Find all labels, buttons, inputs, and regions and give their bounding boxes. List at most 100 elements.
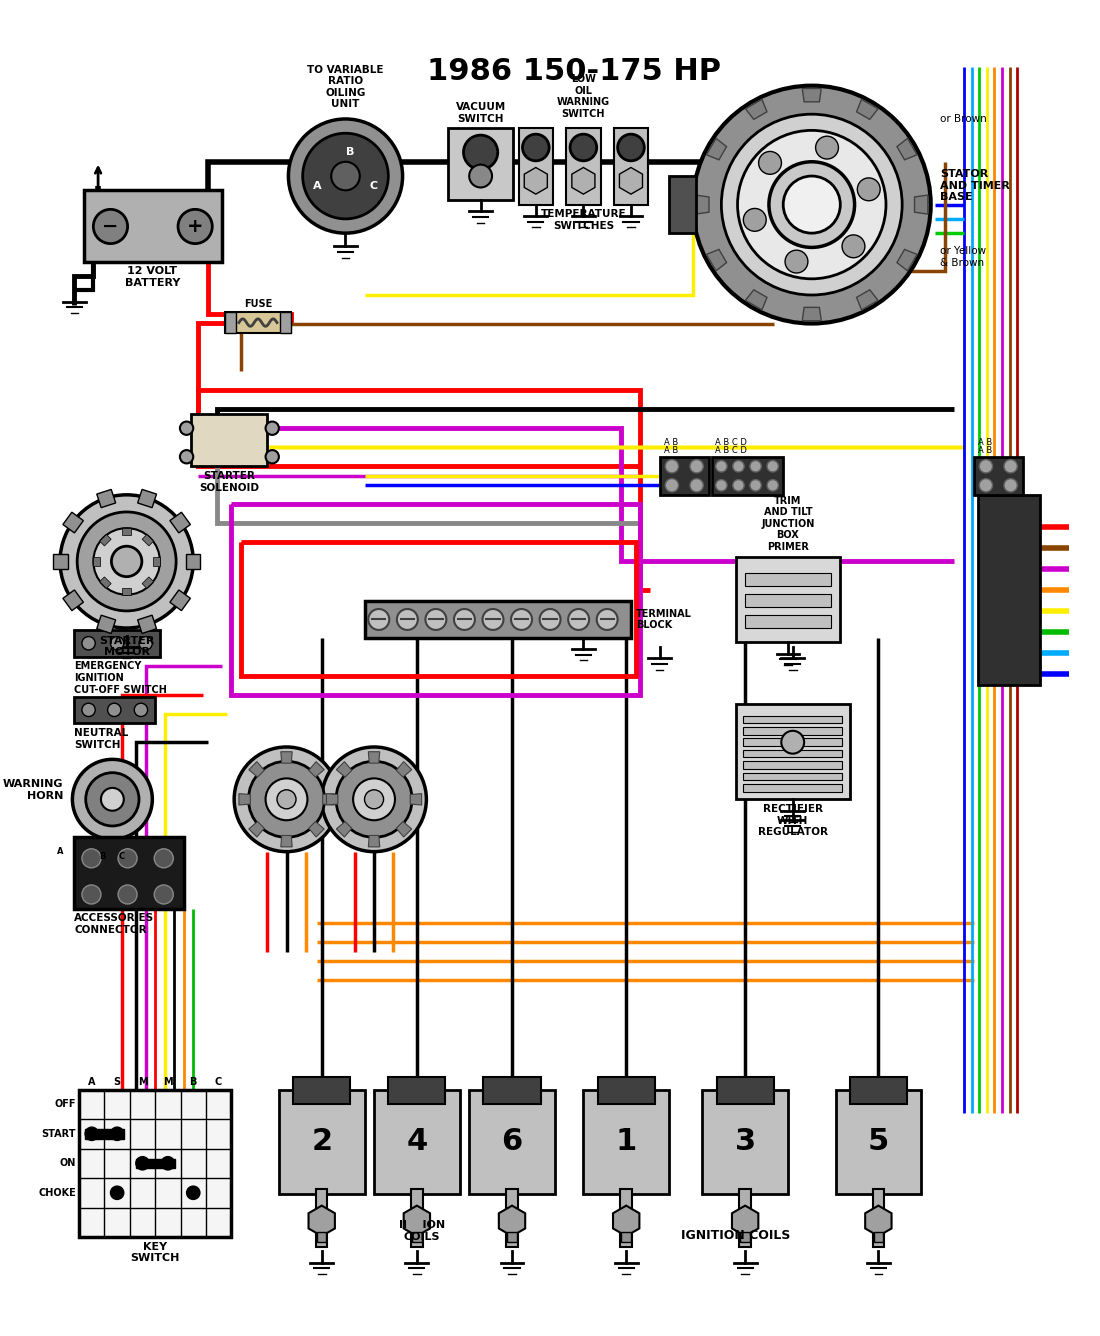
Polygon shape — [746, 99, 767, 119]
Text: 4: 4 — [406, 1128, 428, 1157]
Text: TERMINAL
BLOCK: TERMINAL BLOCK — [636, 609, 692, 631]
Text: STARTER
SOLENOID: STARTER SOLENOID — [199, 472, 260, 493]
Polygon shape — [695, 195, 710, 214]
Circle shape — [321, 747, 427, 851]
Circle shape — [108, 703, 121, 716]
Bar — [660, 457, 710, 494]
Circle shape — [979, 460, 992, 473]
Text: −: − — [102, 216, 119, 236]
Text: A B: A B — [664, 438, 679, 448]
Text: NEUTRAL
SWITCH: NEUTRAL SWITCH — [75, 728, 129, 749]
Polygon shape — [410, 794, 421, 806]
Text: EMERGENCY
IGNITION
CUT-OFF SWITCH: EMERGENCY IGNITION CUT-OFF SWITCH — [75, 661, 167, 695]
Circle shape — [110, 636, 124, 649]
Circle shape — [135, 1157, 150, 1170]
Polygon shape — [896, 139, 917, 160]
Polygon shape — [280, 835, 293, 847]
Polygon shape — [94, 557, 100, 566]
Circle shape — [397, 609, 418, 631]
Circle shape — [783, 176, 840, 234]
Polygon shape — [619, 167, 642, 194]
Bar — [506, 1189, 518, 1246]
Circle shape — [722, 114, 902, 295]
Circle shape — [815, 136, 838, 159]
Circle shape — [162, 1157, 175, 1170]
Polygon shape — [100, 577, 111, 588]
Circle shape — [769, 162, 855, 247]
Bar — [79, 1090, 231, 1237]
Polygon shape — [249, 822, 264, 836]
Bar — [620, 1189, 631, 1246]
Circle shape — [737, 131, 886, 279]
Circle shape — [94, 210, 128, 243]
Circle shape — [483, 609, 504, 631]
Bar — [583, 1090, 669, 1194]
Circle shape — [265, 450, 279, 464]
Text: II    ION
COILS: II ION COILS — [398, 1220, 444, 1241]
Text: A: A — [57, 847, 64, 856]
Polygon shape — [63, 512, 84, 533]
Polygon shape — [54, 554, 67, 569]
Text: M: M — [163, 1077, 173, 1086]
Bar — [388, 1077, 446, 1104]
Circle shape — [364, 790, 384, 808]
Circle shape — [1004, 478, 1018, 492]
Circle shape — [94, 528, 160, 595]
Polygon shape — [866, 1205, 892, 1236]
Text: +: + — [187, 216, 204, 236]
Bar — [411, 1189, 422, 1246]
Polygon shape — [309, 822, 324, 836]
Text: VACUUM
SWITCH: VACUUM SWITCH — [455, 102, 506, 124]
Bar — [614, 128, 648, 204]
Bar — [740, 1232, 750, 1241]
Circle shape — [470, 164, 492, 187]
Circle shape — [81, 636, 96, 649]
Bar — [744, 727, 843, 735]
Text: OFF: OFF — [55, 1100, 76, 1109]
Circle shape — [979, 478, 992, 492]
Text: ON: ON — [59, 1158, 76, 1168]
Circle shape — [733, 461, 745, 472]
Bar — [224, 313, 292, 333]
Circle shape — [101, 788, 124, 811]
Bar — [974, 457, 1023, 494]
Bar — [744, 762, 843, 768]
Bar — [135, 1158, 175, 1168]
Text: C: C — [214, 1077, 222, 1086]
Circle shape — [733, 480, 745, 492]
Circle shape — [180, 422, 194, 436]
Bar — [84, 190, 222, 262]
Polygon shape — [857, 290, 878, 310]
Circle shape — [454, 609, 475, 631]
Text: A B C D: A B C D — [715, 446, 747, 454]
Bar — [75, 838, 184, 908]
Bar — [739, 1189, 751, 1246]
Bar — [978, 494, 1041, 685]
Circle shape — [368, 609, 389, 631]
Text: ACCESSORIES
CONNECTOR: ACCESSORIES CONNECTOR — [75, 914, 154, 935]
Text: RECTIFIER
WITH
REGULATOR: RECTIFIER WITH REGULATOR — [758, 804, 827, 838]
Text: 12 VOLT
BATTERY: 12 VOLT BATTERY — [124, 266, 180, 289]
Bar — [519, 128, 553, 204]
Circle shape — [767, 461, 779, 472]
Text: IGNITION COILS: IGNITION COILS — [681, 1229, 790, 1241]
Polygon shape — [525, 167, 548, 194]
Bar — [745, 593, 830, 607]
Bar — [224, 313, 236, 333]
Circle shape — [118, 884, 138, 904]
Polygon shape — [396, 822, 411, 836]
Circle shape — [81, 884, 101, 904]
Text: A B: A B — [664, 446, 679, 454]
Bar — [669, 176, 695, 234]
Bar — [850, 1077, 906, 1104]
Text: 1: 1 — [616, 1128, 637, 1157]
Polygon shape — [498, 1205, 525, 1236]
Bar — [745, 573, 830, 587]
Circle shape — [249, 762, 324, 838]
Polygon shape — [327, 794, 338, 806]
Circle shape — [288, 119, 403, 234]
Text: B: B — [346, 147, 354, 158]
Text: C: C — [370, 180, 378, 191]
Polygon shape — [122, 588, 131, 595]
Circle shape — [759, 151, 781, 174]
